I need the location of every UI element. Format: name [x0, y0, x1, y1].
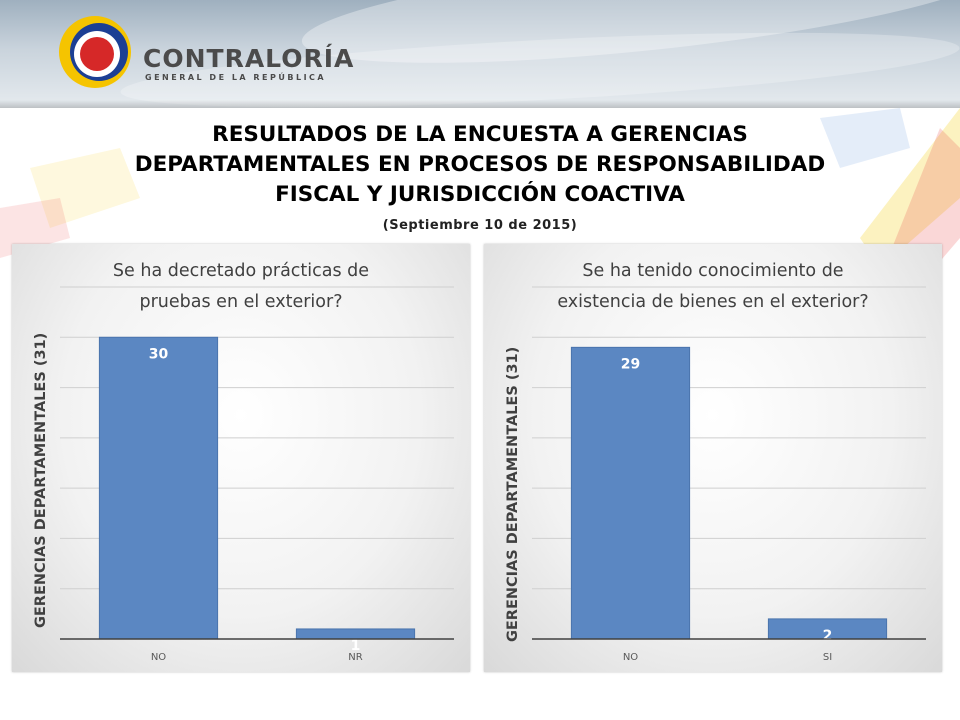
logo-emblem-icon	[59, 16, 131, 88]
header-banner: CONTRALORÍA GENERAL DE LA REPÚBLICA	[0, 0, 960, 108]
title-line: FISCAL Y JURISDICCIÓN COACTIVA	[275, 182, 685, 207]
slide-subtitle: (Septiembre 10 de 2015)	[382, 218, 578, 233]
x-tick-label: NO	[151, 652, 166, 663]
chart-panel-right: 29 NO 2 SI Se ha tenido conocimiento de exi…	[484, 244, 942, 672]
chart-left-svg: 30 NO 1NR	[60, 286, 454, 663]
chart-title-line: existencia de bienes en el exterior?	[557, 292, 869, 312]
data-label: 1	[351, 638, 361, 654]
title-line: RESULTADOS DE LA ENCUESTA A GERENCIAS	[212, 122, 748, 147]
data-label: 29	[621, 356, 640, 372]
contraloria-logo: CONTRALORÍA GENERAL DE LA REPÚBLICA	[55, 10, 353, 100]
chart-title: Se ha decretado prácticas de pruebas en …	[12, 256, 470, 318]
header-shade	[0, 100, 960, 108]
logo-name: CONTRALORÍA	[143, 44, 355, 73]
slide-title: RESULTADOS DE LA ENCUESTA A GERENCIAS DE…	[0, 120, 960, 210]
y-axis-label: GERENCIAS DEPARTAMENTALES (31)	[33, 332, 49, 628]
chart-title-line: Se ha decretado prácticas de	[112, 261, 370, 281]
chart-right-svg: 29 NO 2 SI	[532, 286, 926, 663]
data-label: 30	[149, 346, 169, 362]
chart-title: Se ha tenido conocimiento de existencia …	[484, 256, 942, 318]
chart-panel-left: 30 NO 1 NR Se ha decretado prácticas de pru…	[12, 244, 470, 672]
y-axis-label: GERENCIAS DEPARTAMENTALES (31)	[505, 346, 521, 642]
title-line: DEPARTAMENTALES EN PROCESOS DE RESPONSAB…	[134, 152, 826, 177]
x-tick-label: NO	[623, 652, 638, 663]
chart-title-line: pruebas en el exterior?	[139, 292, 343, 312]
logo-subtitle: GENERAL DE LA REPÚBLICA	[145, 73, 327, 82]
bar-no	[98, 336, 219, 640]
bar-no	[570, 346, 691, 640]
x-tick-label: SI	[823, 652, 832, 663]
data-label: 2	[823, 628, 833, 644]
x-tick-label: NR	[348, 652, 362, 663]
chart-title-line: Se ha tenido conocimiento de	[582, 261, 844, 281]
background-ribbons	[0, 108, 960, 308]
